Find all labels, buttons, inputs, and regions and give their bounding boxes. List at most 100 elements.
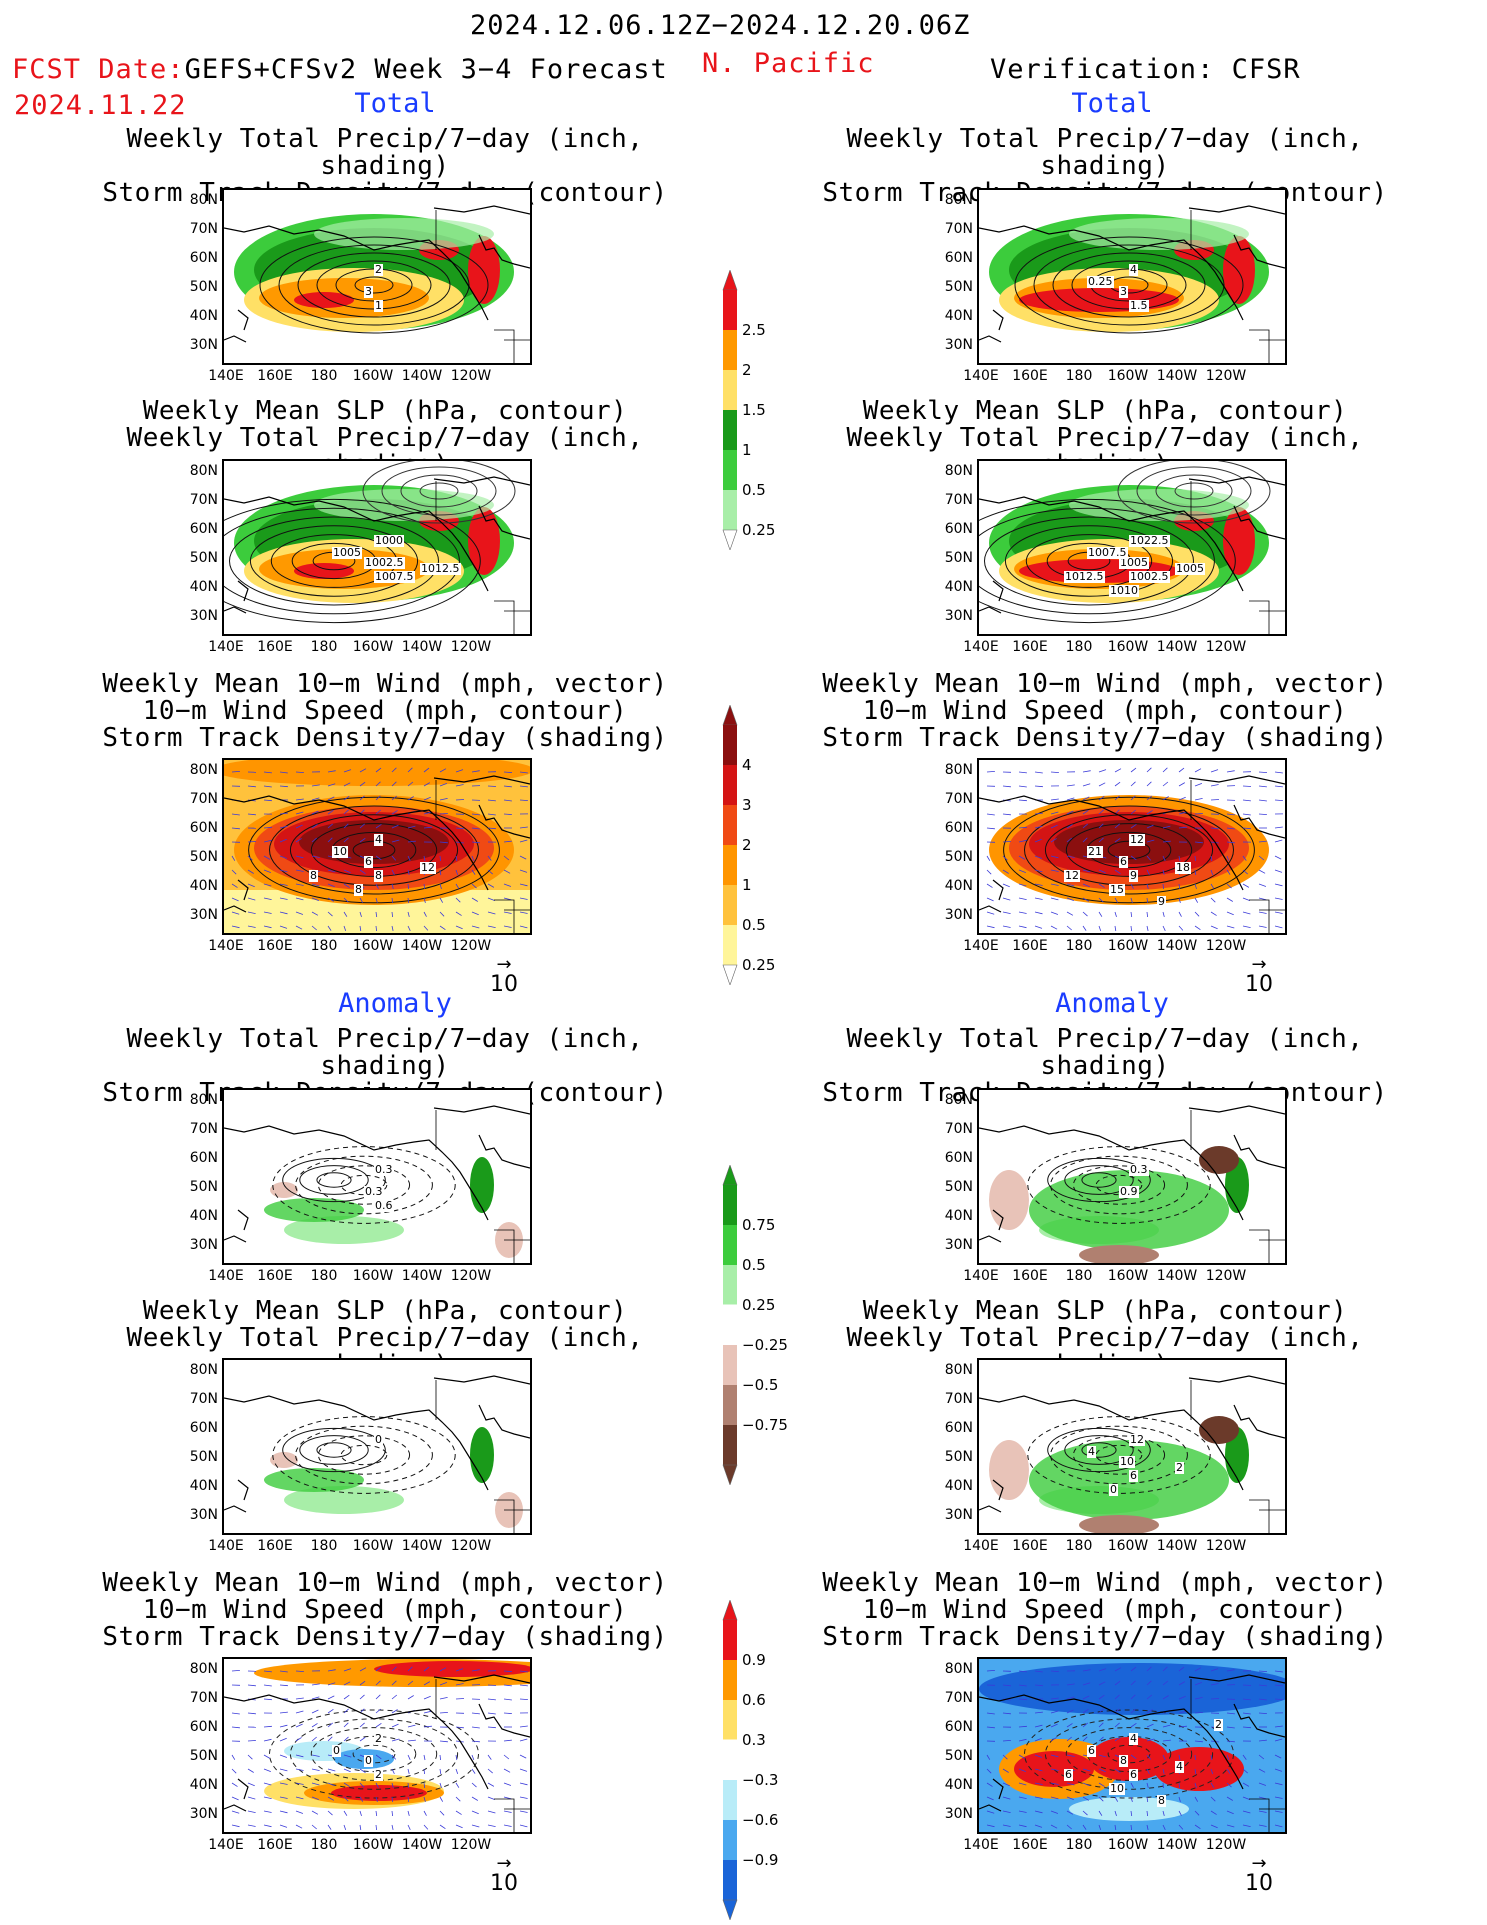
colorbar-precip-anom (720, 1164, 740, 1489)
latitude-label: 30N (944, 608, 973, 624)
colorbar-label: 1 (742, 876, 752, 894)
colorbar-label: 0.25 (742, 521, 776, 539)
longitude-label: 120W (1205, 1538, 1247, 1554)
latitude-label: 60N (189, 1420, 218, 1436)
latitude-label: 70N (944, 1391, 973, 1407)
panel-title-line: 10−m Wind Speed (mph, contour) (862, 1595, 1348, 1625)
longitude-label: 120W (450, 368, 492, 384)
panel-title-line: Weekly Mean 10−m Wind (mph, vector) (102, 1568, 668, 1598)
latitude-label: 40N (189, 579, 218, 595)
longitude-label: 120W (1205, 639, 1247, 655)
longitude-label: 160E (257, 1538, 293, 1554)
latitude-label: 30N (189, 1507, 218, 1523)
contour-label: 0.25 (1087, 275, 1114, 288)
contour-label: 10 (1119, 1455, 1135, 1468)
longitude-label: 140E (208, 368, 244, 384)
panel-title-line: Weekly Mean SLP (hPa, contour) (862, 1296, 1348, 1326)
longitude-label: 120W (450, 1538, 492, 1554)
vector-reference: → 10 (484, 956, 524, 998)
contour-label: 6 (1119, 855, 1128, 868)
contour-label: 0.3 (364, 1185, 384, 1198)
contour-label: 1.5 (1129, 299, 1149, 312)
longitude-label: 120W (450, 639, 492, 655)
latitude-label: 30N (944, 907, 973, 923)
panel-title-f-total-precip: Weekly Total Precip/7−day (inch, shading… (65, 126, 705, 207)
longitude-label: 180 (310, 1538, 338, 1554)
latitude-label: 30N (189, 337, 218, 353)
longitude-label: 140W (1156, 1837, 1198, 1853)
panel-title-line: 10−m Wind Speed (mph, contour) (142, 696, 628, 726)
latitude-label: 80N (944, 463, 973, 479)
latitude-label: 50N (189, 279, 218, 295)
colorbar-label: 3 (742, 796, 752, 814)
contour-label: 8 (1119, 1754, 1128, 1767)
contour-label: 1 (374, 299, 383, 312)
longitude-label: 140E (208, 1268, 244, 1284)
latitude-label: 50N (189, 1748, 218, 1764)
latitude-label: 30N (944, 1507, 973, 1523)
longitude-label: 140E (963, 1268, 999, 1284)
panel-title-line: Weekly Total Precip/7−day (inch, shading… (846, 124, 1364, 181)
panel-title-line: Weekly Total Precip/7−day (inch, shading… (846, 1024, 1364, 1081)
latitude-label: 70N (189, 791, 218, 807)
colorbar-precip-total (720, 269, 740, 554)
panel-title-line: Weekly Mean 10−m Wind (mph, vector) (822, 669, 1388, 699)
longitude-label: 160W (1107, 639, 1149, 655)
colorbar-label: −0.6 (742, 1811, 779, 1829)
longitude-label: 180 (310, 639, 338, 655)
latitude-label: 70N (189, 1690, 218, 1706)
longitude-label: 120W (1205, 368, 1247, 384)
contour-label: 6 (364, 855, 373, 868)
latitude-label: 40N (189, 1208, 218, 1224)
colorbar-label: 0.6 (742, 1691, 766, 1709)
latitude-label: 70N (189, 1391, 218, 1407)
longitude-label: 140E (208, 1837, 244, 1853)
longitude-label: 140E (963, 639, 999, 655)
contour-label: 1002.5 (364, 556, 405, 569)
longitude-label: 140W (401, 1538, 443, 1554)
latitude-label: 60N (944, 250, 973, 266)
longitude-label: 160W (352, 938, 394, 954)
contour-label: 2 (374, 263, 383, 276)
longitude-label: 140W (401, 368, 443, 384)
latitude-label: 70N (944, 1121, 973, 1137)
verification-label: Verification: CFSR (990, 54, 1301, 85)
colorbar-label: −0.9 (742, 1851, 779, 1869)
contour-label: 1007.5 (1087, 546, 1128, 559)
latitude-label: 60N (944, 1719, 973, 1735)
latitude-label: 80N (944, 1661, 973, 1677)
latitude-label: 80N (944, 1362, 973, 1378)
latitude-label: 50N (944, 1179, 973, 1195)
fcst-date-label: FCST Date: (12, 54, 185, 85)
contour-label: 9 (1157, 895, 1166, 908)
latitude-label: 70N (189, 221, 218, 237)
contour-label: 21 (1087, 845, 1103, 858)
colorbar-label: 0.5 (742, 481, 766, 499)
arrow-right-icon: → (1251, 1853, 1267, 1874)
contour-label: 12 (1129, 833, 1145, 846)
panel-title-line: Weekly Mean SLP (hPa, contour) (862, 396, 1348, 426)
colorbar-label: 1 (742, 441, 752, 459)
longitude-label: 120W (1205, 938, 1247, 954)
latitude-label: 80N (189, 1661, 218, 1677)
latitude-label: 50N (189, 849, 218, 865)
map-f-anom-slp: 0 (222, 1358, 532, 1535)
latitude-label: 40N (944, 1777, 973, 1793)
contour-label: 2 (374, 1768, 383, 1781)
colorbar-storm-anom (720, 1599, 740, 1924)
longitude-label: 140W (1156, 368, 1198, 384)
latitude-label: 80N (189, 463, 218, 479)
colorbar-label: 0.25 (742, 1296, 776, 1314)
colorbar-label: 0.5 (742, 916, 766, 934)
longitude-label: 120W (450, 1837, 492, 1853)
longitude-label: 160E (257, 938, 293, 954)
latitude-label: 30N (189, 1237, 218, 1253)
longitude-label: 140E (963, 1837, 999, 1853)
latitude-label: 70N (944, 492, 973, 508)
panel-title-f-anom-wind: Weekly Mean 10−m Wind (mph, vector) 10−m … (65, 1570, 705, 1651)
longitude-label: 140E (963, 1538, 999, 1554)
forecast-period: 2024.12.06.12Z−2024.12.20.06Z (470, 10, 971, 41)
panel-title-line: Storm Track Density/7−day (shading) (102, 723, 668, 753)
longitude-label: 160W (352, 1837, 394, 1853)
vector-reference: → 10 (1239, 1853, 1279, 1897)
